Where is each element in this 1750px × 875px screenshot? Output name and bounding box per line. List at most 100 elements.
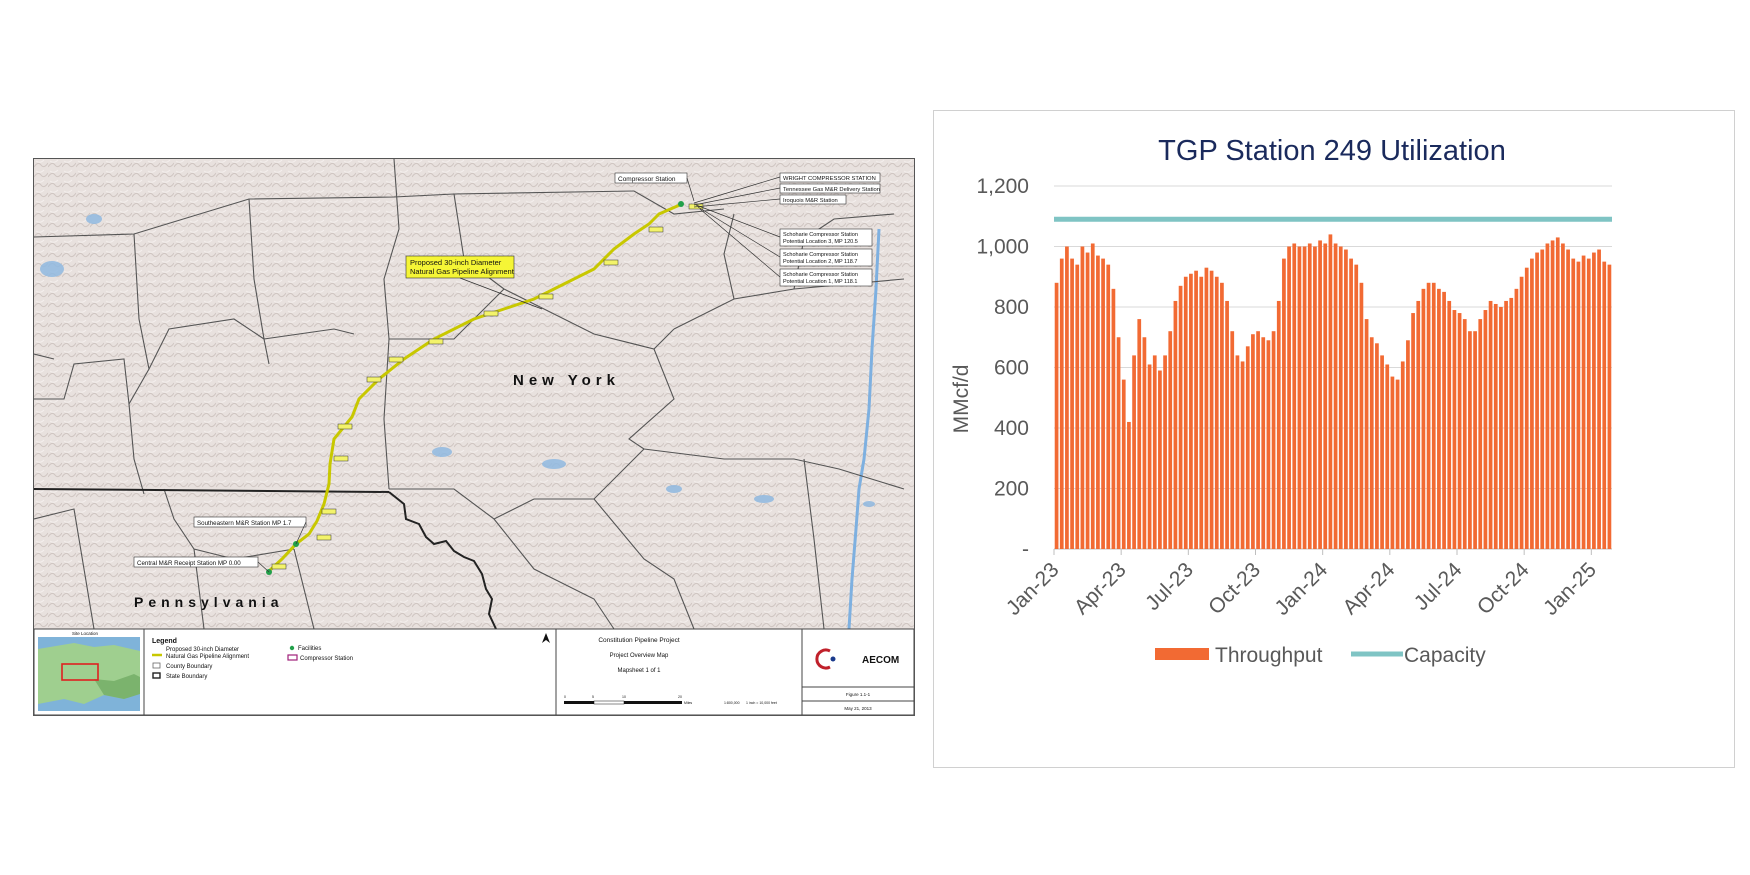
company-logos: AECOM bbox=[815, 648, 899, 670]
throughput-bar bbox=[1514, 288, 1519, 549]
throughput-bar bbox=[1328, 234, 1333, 549]
alignment-callout-line2: Natural Gas Pipeline Alignment bbox=[410, 267, 515, 276]
throughput-bar bbox=[1581, 255, 1586, 549]
x-tick-label: Jan-23 bbox=[1002, 558, 1064, 620]
throughput-bar bbox=[1287, 246, 1291, 549]
constitution-logo-icon bbox=[815, 648, 831, 670]
throughput-bar bbox=[1431, 282, 1436, 549]
throughput-bar bbox=[1380, 355, 1384, 549]
throughput-bar bbox=[1240, 361, 1245, 549]
throughput-bar bbox=[1251, 334, 1255, 549]
throughput-bar bbox=[1597, 249, 1601, 549]
throughput-bar bbox=[1349, 258, 1353, 549]
throughput-bar bbox=[1473, 331, 1477, 549]
x-tick-label: Oct-23 bbox=[1204, 558, 1265, 619]
throughput-bar bbox=[1437, 288, 1441, 549]
throughput-bar bbox=[1152, 355, 1157, 549]
y-tick-label: 600 bbox=[994, 357, 1029, 380]
throughput-bar bbox=[1504, 300, 1508, 549]
throughput-bar bbox=[1194, 270, 1198, 549]
throughput-bar bbox=[1075, 264, 1080, 549]
map-footer bbox=[34, 628, 914, 715]
throughput-bar bbox=[1468, 331, 1472, 549]
throughput-bar bbox=[1369, 337, 1374, 549]
chart-legend: Throughput Capacity bbox=[1155, 644, 1486, 667]
scale-unit: Miles bbox=[684, 701, 692, 705]
throughput-bar bbox=[1426, 282, 1431, 549]
iroquois-station-label: Iroquois M&R Station bbox=[783, 198, 838, 204]
throughput-bar bbox=[1323, 243, 1328, 550]
throughput-bar bbox=[1132, 355, 1136, 549]
pipeline-alignment bbox=[267, 202, 683, 573]
throughput-bar bbox=[1571, 258, 1576, 549]
throughput-bar bbox=[1142, 337, 1147, 549]
throughput-bar bbox=[1488, 300, 1493, 549]
throughput-bar bbox=[1607, 264, 1612, 549]
schoharie-2-line2: Potential Location 2, MP 118.7 bbox=[783, 259, 857, 265]
throughput-bar bbox=[1313, 246, 1317, 549]
throughput-bar bbox=[1096, 255, 1100, 549]
throughput-bar bbox=[1333, 243, 1338, 550]
throughput-bar bbox=[1090, 243, 1095, 550]
throughput-bar bbox=[1390, 376, 1395, 549]
scale-tick-2: 10 bbox=[622, 695, 626, 699]
throughput-bar bbox=[1499, 307, 1503, 549]
throughput-bar bbox=[1059, 258, 1064, 549]
mapsheet-label: Mapsheet 1 of 1 bbox=[617, 668, 661, 674]
throughput-bar bbox=[1359, 282, 1364, 549]
state-label-new-york: New York bbox=[513, 372, 620, 389]
throughput-bar bbox=[1199, 276, 1204, 549]
x-tick-label: Oct-24 bbox=[1473, 558, 1534, 619]
throughput-bar bbox=[1173, 300, 1178, 549]
throughput-bar bbox=[1245, 346, 1250, 549]
inset-title: Site Location bbox=[72, 631, 99, 636]
throughput-bar bbox=[1220, 282, 1224, 549]
throughput-bar bbox=[1478, 319, 1483, 549]
gridlines bbox=[1054, 185, 1612, 550]
throughput-bar bbox=[1442, 291, 1446, 550]
chart-title: TGP Station 249 Utilization bbox=[1158, 135, 1506, 167]
throughput-bar bbox=[1106, 264, 1111, 549]
throughput-bar bbox=[1385, 364, 1390, 549]
x-tick-label: Jul-23 bbox=[1141, 558, 1198, 615]
x-tick-label: Jan-25 bbox=[1539, 558, 1601, 620]
throughput-bar bbox=[1406, 340, 1410, 549]
schoharie-2-line1: Schoharie Compressor Station bbox=[783, 252, 858, 258]
throughput-bar bbox=[1127, 421, 1131, 549]
throughput-bar bbox=[1163, 355, 1167, 549]
company-name: AECOM bbox=[862, 655, 899, 666]
throughput-bar bbox=[1302, 246, 1307, 549]
schoharie-3-line2: Potential Location 1, MP 118.1 bbox=[783, 279, 857, 285]
throughput-bar bbox=[1318, 240, 1322, 549]
throughput-bar bbox=[1183, 276, 1188, 549]
throughput-bar bbox=[1602, 261, 1607, 550]
north-arrow-icon bbox=[542, 633, 550, 643]
throughput-bar bbox=[1555, 237, 1560, 549]
x-tick-label: Apr-24 bbox=[1339, 558, 1400, 619]
compressor-station-label: Compressor Station bbox=[618, 176, 676, 183]
throughput-bar bbox=[1204, 267, 1209, 549]
throughput-bar bbox=[1292, 243, 1297, 550]
map-date: May 21, 2013 bbox=[844, 706, 872, 711]
tennessee-station-label: Tennessee Gas M&R Delivery Station bbox=[783, 187, 880, 193]
legend-swatch-throughput bbox=[1155, 648, 1209, 660]
throughput-bar bbox=[1509, 297, 1514, 549]
throughput-bar bbox=[1101, 258, 1105, 549]
throughput-bar bbox=[1566, 249, 1570, 549]
site-location-inset: Site Location bbox=[34, 628, 145, 715]
throughput-bar bbox=[1080, 246, 1085, 549]
throughput-bar bbox=[1411, 313, 1415, 549]
scale-bar: 0 5 10 20 Miles 1:800,000 1 inch = 10,00… bbox=[564, 695, 777, 705]
throughput-bar bbox=[1189, 273, 1193, 549]
throughput-bar bbox=[1178, 285, 1183, 549]
throughput-bar bbox=[1116, 337, 1121, 549]
utilization-chart-panel: TGP Station 249 Utilization MMcf/d - 200 4… bbox=[933, 110, 1735, 768]
legend-title: Legend bbox=[152, 638, 177, 645]
throughput-bar bbox=[1545, 243, 1550, 550]
southeastern-station-label: Southeastern M&R Station MP 1.7 bbox=[197, 520, 292, 527]
throughput-bar bbox=[1524, 267, 1529, 549]
throughput-bar bbox=[1416, 300, 1421, 549]
scale-inch: 1 inch = 10,000 feet bbox=[746, 701, 777, 705]
x-tick-label: Jul-24 bbox=[1410, 558, 1467, 615]
schoharie-1-line2: Potential Location 3, MP 120.5 bbox=[783, 239, 858, 245]
